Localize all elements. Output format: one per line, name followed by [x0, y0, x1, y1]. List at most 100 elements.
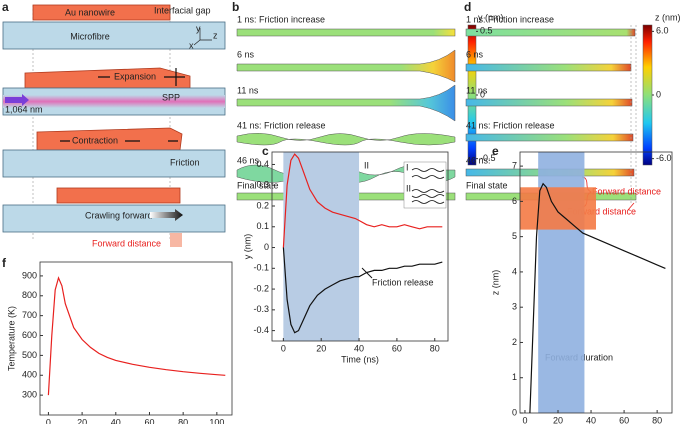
panel-label: c [262, 144, 269, 158]
x-tick-label: 0 [522, 415, 527, 424]
y-tick-label: 0 [264, 242, 269, 252]
panel-label: b [232, 0, 239, 14]
x-tick-label: 0 [281, 343, 286, 353]
frame-bar [465, 28, 636, 37]
y-axis-label: Temperature (K) [6, 306, 16, 371]
label: Au nanowire [65, 7, 115, 17]
y-tick-label: -0.1 [253, 263, 269, 273]
y-tick-label: -0.2 [253, 283, 269, 293]
frame-bar [465, 63, 632, 72]
series-line [282, 153, 443, 248]
fibre [2, 149, 226, 178]
y-tick-label: 0.4 [256, 159, 269, 169]
colorbar-tick-label: 0 [656, 89, 661, 99]
x-tick-label: 40 [354, 343, 364, 353]
frame-label: 6 ns [466, 49, 484, 59]
nanowire [56, 187, 181, 204]
colorbar [642, 24, 653, 166]
y-axis-label: z (nm) [490, 270, 500, 296]
fibre [2, 204, 226, 233]
frame-label: 11 ns [237, 85, 259, 95]
annotation: Forward distance [567, 206, 636, 216]
colorbar-tick-label: 6.0 [656, 26, 669, 36]
x-tick-label: 60 [392, 343, 402, 353]
panel-label: e [492, 144, 499, 158]
y-tick-label: 800 [22, 290, 37, 300]
x-tick-label: 100 [209, 417, 224, 424]
label: Expansion [114, 71, 156, 81]
axis-label: x [189, 40, 194, 50]
y-tick-label: 2 [512, 337, 517, 347]
frame-label: 11 ns [466, 85, 488, 95]
distance-marker [170, 233, 182, 247]
label: Contraction [72, 135, 118, 145]
frame-bar [465, 133, 634, 142]
series-line [47, 276, 226, 396]
y-tick-label: 7 [512, 160, 517, 170]
x-tick-label: 20 [553, 415, 563, 424]
nanowire [24, 67, 191, 89]
axis-label: z [213, 30, 218, 40]
frame-label: 46 ns [237, 155, 260, 165]
arrow [627, 202, 635, 211]
panel-label: d [464, 0, 471, 14]
y-tick-label: -0.3 [253, 304, 269, 314]
nanowire [36, 127, 183, 151]
frame-bar [236, 49, 456, 83]
y-tick-label: 0.1 [256, 221, 269, 231]
frame-label: 1 ns: Friction increase [237, 14, 325, 24]
x-tick-label: 80 [178, 417, 188, 424]
frame-label: 41 ns: Friction release [237, 120, 326, 130]
colorbar-tick-label: -0.5 [480, 153, 496, 163]
colorbar-label: y (nm) [478, 12, 504, 22]
spp-band [3, 95, 225, 108]
y-tick-label: 0.3 [256, 180, 269, 190]
plot-frame [271, 151, 449, 342]
colorbar-tick-label: 0 [480, 89, 485, 99]
y-tick-label: 1 [512, 372, 517, 382]
x-tick-label: 20 [316, 343, 326, 353]
frame-bar [236, 133, 456, 146]
y-tick-label: 500 [22, 350, 37, 360]
y-tick-label: 400 [22, 370, 37, 380]
y-tick-label: 700 [22, 310, 37, 320]
y-tick-label: 4 [512, 266, 517, 276]
series-line [529, 182, 666, 414]
diagram-a: Au nanowire Interfacial gap Microfibre y… [2, 4, 226, 248]
label: Friction [170, 157, 200, 167]
frame-label: 6 ns [237, 49, 255, 59]
laser-arrow [5, 94, 29, 106]
y-tick-label: 6 [512, 196, 517, 206]
label: Forward distance [92, 238, 161, 248]
label: Interfacial gap [154, 5, 211, 15]
series-line [282, 247, 443, 334]
annotation: Forward distance [592, 186, 661, 196]
y-tick-label: 300 [22, 390, 37, 400]
frame-bar [465, 98, 633, 107]
y-tick-label: 0 [512, 407, 517, 417]
panel-b: y (nm) [236, 12, 504, 201]
colorbar-tick-label: 0.5 [480, 26, 493, 36]
nanowire [32, 4, 171, 21]
frame-bar [236, 84, 456, 122]
plot-frame [39, 261, 233, 416]
frame-label: Final state [466, 180, 508, 190]
y-tick-label: 0.2 [256, 200, 269, 210]
label: Microfibre [70, 31, 110, 41]
inset-waves [411, 168, 445, 204]
inset-label: I [406, 162, 409, 172]
x-axis-label: Time (ns) [341, 354, 379, 364]
axis-label: y [196, 23, 201, 33]
frame-label: 46 ns: [466, 155, 491, 165]
y-tick-label: 600 [22, 330, 37, 340]
inset-label: II [406, 183, 411, 193]
x-tick-label: 80 [652, 415, 662, 424]
inset: I II [403, 161, 447, 209]
arrow [98, 68, 185, 86]
x-tick-label: 80 [430, 343, 440, 353]
frame-label: 41 ns: Friction release [466, 120, 555, 130]
y-tick-label: 5 [512, 231, 517, 241]
axes-icon [193, 28, 212, 46]
frame-bar [236, 28, 456, 37]
